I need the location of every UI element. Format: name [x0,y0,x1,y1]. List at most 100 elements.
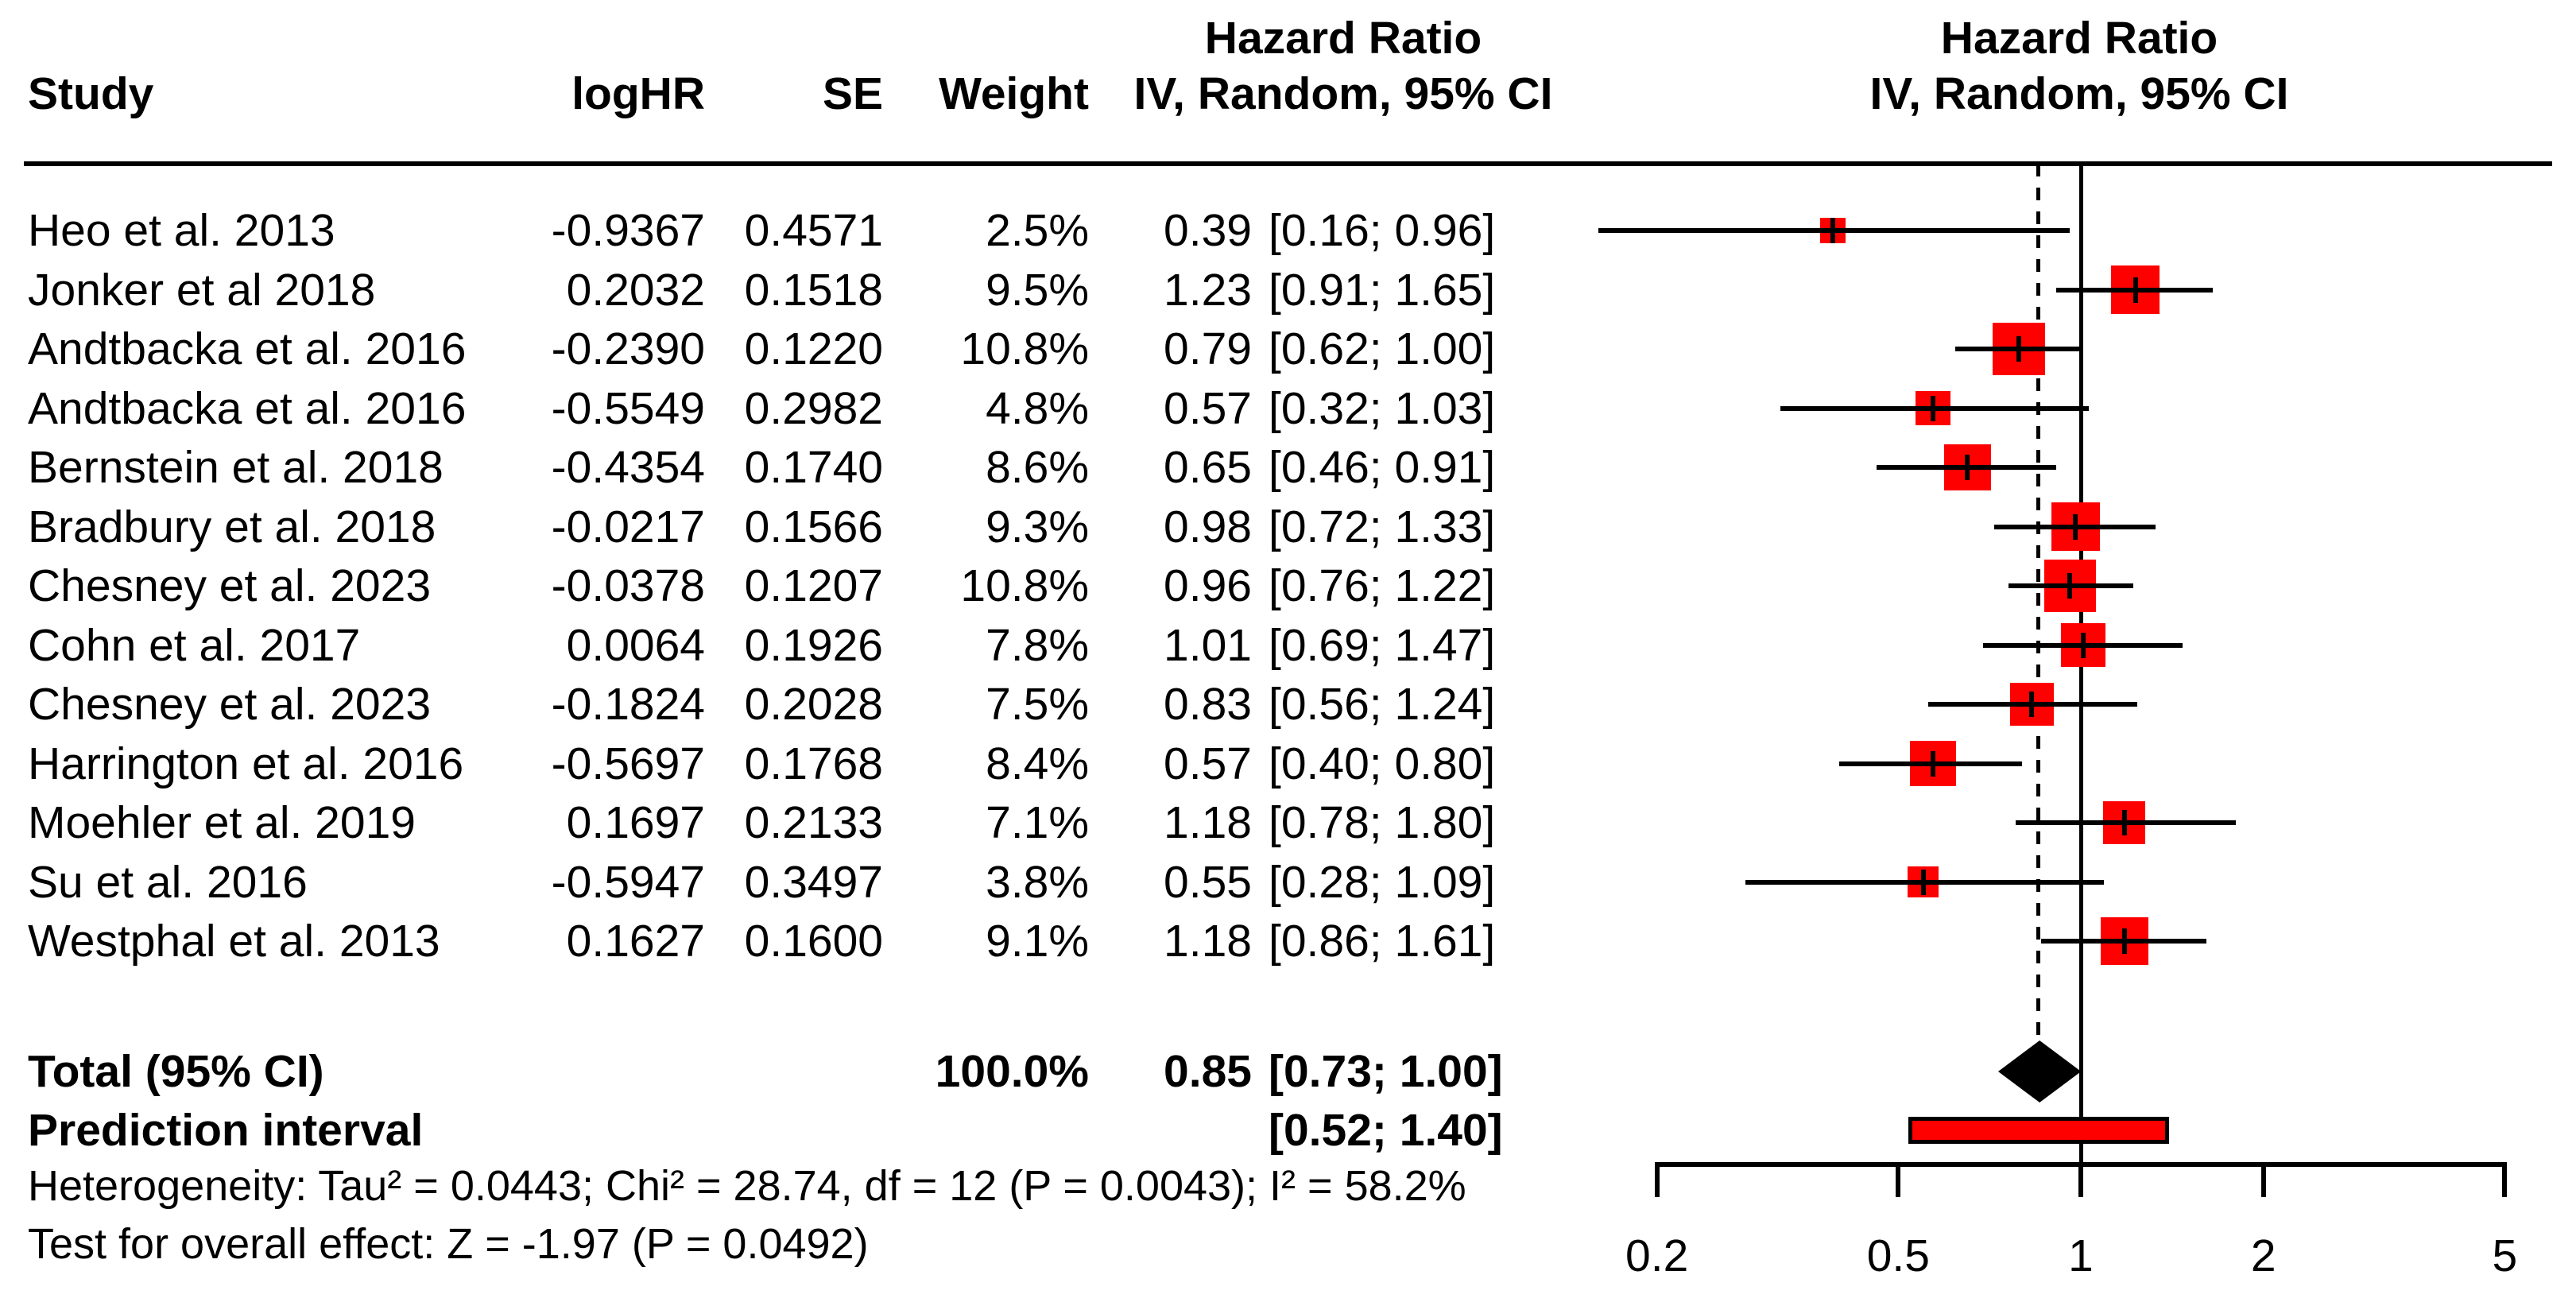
study-name: Andtbacka et al. 2016 [28,382,467,434]
prediction-row-label: Prediction interval [28,1105,424,1156]
study-se: 0.1207 [744,560,883,611]
study-weight: 9.1% [986,916,1089,967]
study-hr: 1.23 [1164,264,1252,316]
study-name: Chesney et al. 2023 [28,560,432,611]
study-name: Heo et al. 2013 [28,205,335,256]
study-hr: 0.57 [1164,738,1252,789]
study-se: 0.4571 [744,205,883,256]
point-estimate-tick [1965,455,1970,480]
x-axis-tick-label: 0.2 [1625,1230,1689,1281]
prediction-interval-bar [1908,1117,2170,1144]
total-weight: 100.0% [935,1046,1089,1097]
study-column-header: Study [28,68,154,119]
study-loghr: 0.2032 [566,264,705,316]
x-axis-tick-label: 2 [2250,1230,2276,1281]
point-estimate-tick [2067,573,2073,599]
study-hr: 0.83 [1164,679,1252,730]
study-se: 0.1740 [744,442,883,493]
study-loghr: -0.9367 [551,205,705,256]
study-hr: 0.65 [1164,442,1252,493]
study-name: Bradbury et al. 2018 [28,501,436,552]
x-axis-tick [2078,1162,2083,1197]
total-ci: [0.73; 1.00] [1269,1046,1503,1097]
study-weight: 3.8% [986,856,1089,908]
heterogeneity-note: Heterogeneity: Tau² = 0.0443; Chi² = 28.… [28,1162,1466,1210]
study-se: 0.2133 [744,797,883,848]
study-name: Cohn et al. 2017 [28,619,361,671]
study-hr: 0.39 [1164,205,1252,256]
study-ci: [0.72; 1.33] [1269,501,1496,552]
x-axis-tick-label: 5 [2492,1230,2518,1281]
header-rule [24,161,2552,166]
study-weight: 8.6% [986,442,1089,493]
study-weight: 10.8% [960,324,1089,374]
study-se: 0.2028 [744,679,883,730]
study-weight: 8.4% [986,738,1089,789]
point-estimate-tick [1930,750,1935,777]
study-name: Bernstein et al. 2018 [28,442,444,493]
point-estimate-tick [2016,336,2021,362]
study-hr: 0.96 [1164,560,1252,611]
study-name: Jonker et al 2018 [28,264,376,316]
effect-column-subheader: IV, Random, 95% CI [1133,68,1553,119]
study-ci: [0.56; 1.24] [1269,679,1496,730]
se-column-header: SE [822,68,883,119]
x-axis-tick-label: 0.5 [1866,1230,1930,1281]
study-loghr: -0.0217 [551,501,705,552]
study-ci: [0.69; 1.47] [1269,619,1496,671]
study-loghr: -0.0378 [551,560,705,611]
loghr-column-header: logHR [571,68,705,119]
point-estimate-tick [1930,395,1935,421]
study-weight: 9.3% [986,501,1089,552]
study-name: Andtbacka et al. 2016 [28,324,467,374]
study-ci: [0.78; 1.80] [1269,797,1496,848]
point-estimate-tick [2029,692,2035,717]
study-ci: [0.91; 1.65] [1269,264,1496,316]
plot-column-title: Hazard Ratio [1940,13,2218,64]
study-loghr: 0.1627 [566,916,705,967]
study-ci: [0.46; 0.91] [1269,442,1496,493]
study-loghr: -0.5697 [551,738,705,789]
study-name: Harrington et al. 2016 [28,738,464,789]
study-loghr: -0.1824 [551,679,705,730]
study-loghr: -0.2390 [551,324,705,374]
study-weight: 7.1% [986,797,1089,848]
total-hr: 0.85 [1164,1046,1252,1097]
x-axis-tick [1654,1162,1660,1197]
study-loghr: -0.5549 [551,382,705,434]
study-se: 0.1566 [744,501,883,552]
study-hr: 0.98 [1164,501,1252,552]
study-name: Moehler et al. 2019 [28,797,416,848]
prediction-ci: [0.52; 1.40] [1269,1105,1503,1156]
study-loghr: 0.0064 [566,619,705,671]
study-ci: [0.86; 1.61] [1269,916,1496,967]
study-hr: 0.55 [1164,856,1252,908]
study-ci: [0.40; 0.80] [1269,738,1496,789]
study-weight: 7.8% [986,619,1089,671]
point-estimate-tick [2132,277,2138,303]
study-name: Chesney et al. 2023 [28,679,432,730]
study-ci: [0.76; 1.22] [1269,560,1496,611]
study-loghr: -0.5947 [551,856,705,908]
study-name: Westphal et al. 2013 [28,916,440,967]
total-row-label: Total (95% CI) [28,1046,324,1097]
study-loghr: 0.1697 [566,797,705,848]
study-se: 0.1768 [744,738,883,789]
point-estimate-tick [2073,513,2078,540]
point-estimate-tick [1830,218,1835,243]
study-se: 0.1220 [744,324,883,374]
pooled-estimate-dashed-line [2036,164,2040,1041]
point-estimate-tick [2081,632,2086,658]
x-axis-tick [2260,1162,2266,1197]
study-hr: 0.79 [1164,324,1252,374]
study-se: 0.1600 [744,916,883,967]
study-name: Su et al. 2016 [28,856,308,908]
study-ci: [0.62; 1.00] [1269,324,1496,374]
weight-column-header: Weight [939,68,1089,119]
study-loghr: -0.4354 [551,442,705,493]
study-hr: 1.18 [1164,916,1252,967]
study-se: 0.1926 [744,619,883,671]
study-ci: [0.28; 1.09] [1269,856,1496,908]
overall-effect-note: Test for overall effect: Z = -1.97 (P = … [28,1220,869,1268]
